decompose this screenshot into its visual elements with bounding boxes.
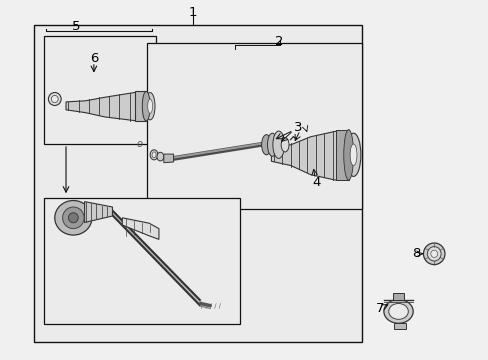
Ellipse shape [51, 95, 58, 103]
Ellipse shape [272, 131, 284, 158]
Ellipse shape [150, 150, 158, 160]
Ellipse shape [48, 93, 61, 105]
Polygon shape [84, 202, 112, 222]
Text: 3: 3 [293, 121, 302, 134]
Polygon shape [122, 218, 159, 239]
Polygon shape [163, 154, 173, 163]
Bar [44, 36, 156, 144]
Text: 7: 7 [375, 302, 384, 315]
Ellipse shape [261, 135, 271, 155]
Bar [146, 43, 361, 209]
Ellipse shape [55, 201, 92, 235]
Ellipse shape [388, 303, 407, 319]
Text: 4: 4 [312, 176, 321, 189]
Bar [34, 25, 361, 342]
Polygon shape [393, 323, 405, 329]
Ellipse shape [346, 133, 360, 176]
Ellipse shape [62, 207, 84, 229]
Text: 8: 8 [411, 247, 420, 260]
Bar [336, 130, 348, 180]
Ellipse shape [281, 138, 288, 152]
Ellipse shape [349, 144, 356, 166]
Polygon shape [392, 293, 404, 300]
Polygon shape [66, 93, 139, 121]
Ellipse shape [145, 93, 155, 120]
Ellipse shape [423, 243, 444, 265]
Ellipse shape [430, 250, 437, 257]
Ellipse shape [267, 133, 277, 156]
Ellipse shape [68, 213, 78, 223]
Text: 1: 1 [188, 6, 197, 19]
Polygon shape [271, 131, 342, 180]
Text: $o$: $o$ [135, 139, 143, 149]
Ellipse shape [152, 152, 156, 158]
Text: 6: 6 [89, 52, 98, 65]
Bar [44, 198, 239, 324]
Text: 2: 2 [275, 35, 284, 48]
Ellipse shape [157, 152, 163, 161]
Ellipse shape [383, 300, 412, 323]
Bar [135, 91, 146, 121]
Text: 5: 5 [71, 21, 80, 33]
Ellipse shape [142, 91, 150, 121]
Ellipse shape [427, 247, 440, 261]
Ellipse shape [343, 130, 353, 180]
Ellipse shape [147, 99, 152, 113]
